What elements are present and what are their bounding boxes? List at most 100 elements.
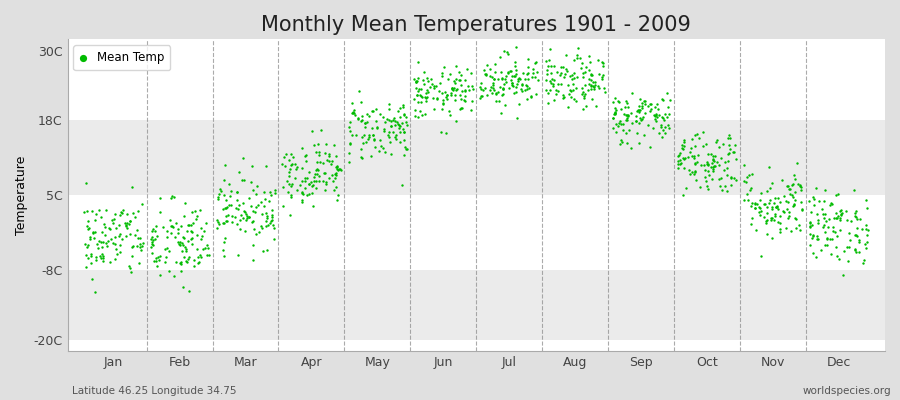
Mean Temp: [619, 130, 634, 136]
Mean Temp: [144, 234, 158, 240]
Mean Temp: [390, 119, 404, 125]
Mean Temp: [122, 231, 137, 237]
Mean Temp: [723, 146, 737, 152]
Mean Temp: [698, 177, 713, 184]
Mean Temp: [216, 220, 230, 226]
Mean Temp: [760, 188, 774, 194]
Mean Temp: [265, 216, 279, 223]
Mean Temp: [575, 59, 590, 66]
Mean Temp: [787, 202, 801, 208]
Mean Temp: [541, 100, 555, 106]
Mean Temp: [331, 166, 346, 172]
Mean Temp: [718, 183, 733, 190]
Mean Temp: [562, 87, 577, 94]
Mean Temp: [163, 217, 177, 224]
Mean Temp: [79, 223, 94, 229]
Mean Temp: [399, 114, 413, 120]
Mean Temp: [230, 189, 245, 195]
Mean Temp: [194, 206, 208, 213]
Mean Temp: [748, 200, 762, 207]
Mean Temp: [591, 85, 606, 92]
Mean Temp: [783, 190, 797, 197]
Mean Temp: [632, 120, 646, 126]
Mean Temp: [595, 59, 609, 65]
Mean Temp: [707, 162, 722, 169]
Mean Temp: [585, 72, 599, 78]
Mean Temp: [788, 216, 803, 222]
Mean Temp: [92, 238, 106, 244]
Mean Temp: [343, 140, 357, 146]
Mean Temp: [729, 156, 743, 162]
Mean Temp: [787, 172, 801, 178]
Mean Temp: [329, 196, 344, 203]
Mean Temp: [130, 207, 145, 214]
Mean Temp: [107, 216, 122, 222]
Mean Temp: [245, 163, 259, 169]
Mean Temp: [786, 194, 800, 200]
Mean Temp: [388, 122, 402, 128]
Mean Temp: [365, 132, 380, 138]
Mean Temp: [849, 248, 863, 255]
Mean Temp: [304, 179, 319, 185]
Mean Temp: [170, 226, 184, 232]
Mean Temp: [367, 137, 382, 144]
Mean Temp: [311, 173, 326, 180]
Mean Temp: [120, 211, 134, 217]
Mean Temp: [150, 263, 165, 270]
Mean Temp: [860, 205, 874, 212]
Mean Temp: [322, 152, 337, 159]
Mean Temp: [200, 242, 214, 248]
Mean Temp: [146, 237, 160, 244]
Mean Temp: [784, 227, 798, 234]
Mean Temp: [430, 94, 445, 101]
Mean Temp: [175, 261, 189, 267]
Mean Temp: [578, 69, 592, 76]
Mean Temp: [177, 212, 192, 219]
Mean Temp: [278, 162, 293, 169]
Mean Temp: [464, 70, 479, 76]
Mean Temp: [130, 227, 144, 233]
Mean Temp: [636, 132, 651, 138]
Mean Temp: [775, 177, 789, 184]
Mean Temp: [246, 187, 260, 194]
Mean Temp: [450, 86, 464, 92]
Mean Temp: [810, 211, 824, 218]
Mean Temp: [415, 112, 429, 118]
Mean Temp: [90, 244, 104, 251]
Mean Temp: [684, 144, 698, 151]
Mean Temp: [378, 119, 392, 126]
Mean Temp: [359, 139, 374, 146]
Mean Temp: [158, 254, 173, 260]
Mean Temp: [806, 250, 820, 256]
Mean Temp: [121, 225, 135, 232]
Mean Temp: [99, 240, 113, 246]
Mean Temp: [165, 223, 179, 230]
Mean Temp: [848, 232, 862, 238]
Mean Temp: [264, 192, 278, 198]
Mean Temp: [418, 69, 432, 76]
Mean Temp: [387, 115, 401, 122]
Mean Temp: [505, 80, 519, 86]
Mean Temp: [617, 104, 632, 110]
Mean Temp: [722, 131, 736, 138]
Mean Temp: [608, 110, 622, 116]
Mean Temp: [710, 159, 724, 165]
Mean Temp: [108, 241, 122, 248]
Mean Temp: [805, 235, 819, 241]
Mean Temp: [700, 162, 715, 168]
Mean Temp: [745, 200, 760, 206]
Mean Temp: [772, 226, 787, 232]
Mean Temp: [465, 98, 480, 104]
Mean Temp: [180, 259, 194, 265]
Mean Temp: [721, 158, 735, 164]
Mean Temp: [428, 85, 442, 92]
Mean Temp: [611, 123, 625, 129]
Mean Temp: [149, 232, 164, 239]
Mean Temp: [304, 128, 319, 134]
Mean Temp: [79, 252, 94, 258]
Mean Temp: [597, 84, 611, 91]
Mean Temp: [579, 103, 593, 109]
Mean Temp: [748, 200, 762, 207]
Mean Temp: [577, 93, 591, 100]
Mean Temp: [330, 167, 345, 174]
